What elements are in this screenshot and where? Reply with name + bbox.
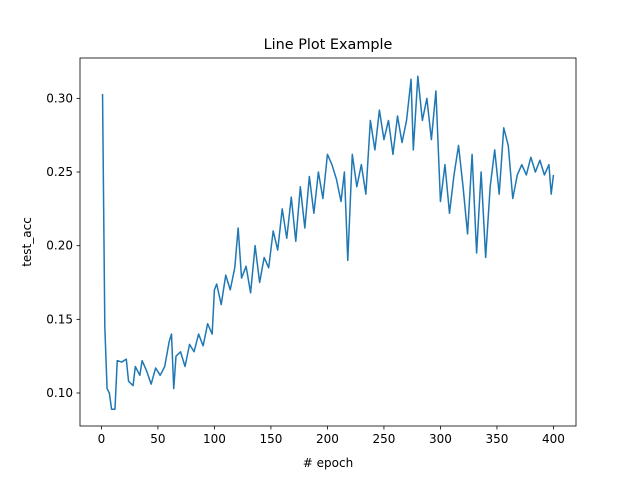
y-tick-label: 0.15 [46, 312, 73, 326]
x-tick-label: 50 [150, 432, 165, 446]
x-tick-label: 200 [316, 432, 339, 446]
y-tick-label: 0.25 [46, 165, 73, 179]
x-tick-label: 300 [429, 432, 452, 446]
x-tick-label: 0 [98, 432, 106, 446]
y-tick-label: 0.30 [46, 91, 73, 105]
x-tick-label: 250 [372, 432, 395, 446]
x-tick-label: 400 [542, 432, 565, 446]
y-tick-label: 0.20 [46, 239, 73, 253]
x-tick-label: 350 [485, 432, 508, 446]
data-line [101, 75, 555, 410]
x-tick-label: 100 [203, 432, 226, 446]
chart-title: Line Plot Example [264, 37, 393, 53]
plot-frame [79, 57, 577, 427]
x-axis-label: # epoch [303, 456, 353, 470]
y-tick-label: 0.10 [46, 386, 73, 400]
y-axis-label: test_acc [20, 217, 34, 267]
x-tick-label: 150 [259, 432, 282, 446]
